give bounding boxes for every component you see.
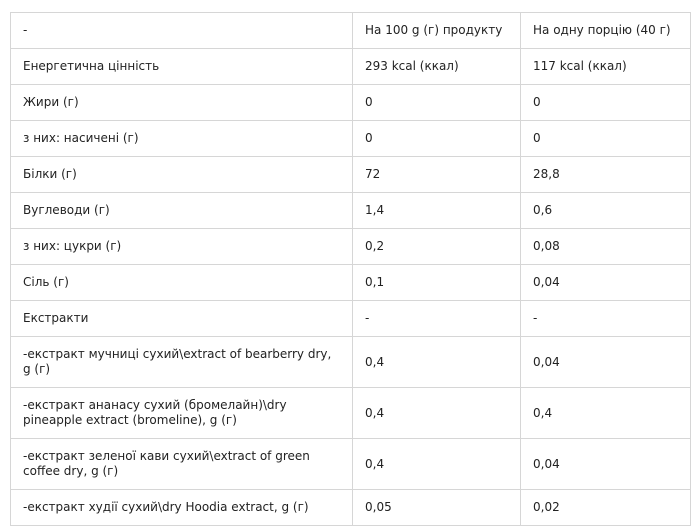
cell: 0 xyxy=(352,120,521,157)
cell: На одну порцію (40 г) xyxy=(520,12,691,49)
cell: 72 xyxy=(352,156,521,193)
cell: -екстракт зеленої кави сухий\extract of … xyxy=(10,438,353,490)
cell: 0,4 xyxy=(352,336,521,388)
cell: Енергетична цінність xyxy=(10,48,353,85)
row: Сіль (г) 0,1 0,04 xyxy=(10,264,691,301)
row: -екстракт зеленої кави сухий\extract of … xyxy=(10,438,691,490)
row: з них: цукри (г) 0,2 0,08 xyxy=(10,228,691,265)
cell: з них: насичені (г) xyxy=(10,120,353,157)
cell: На 100 g (г) продукту xyxy=(352,12,521,49)
cell: 0,04 xyxy=(520,336,691,388)
nutrition-table: - На 100 g (г) продукту На одну порцію (40… xyxy=(10,12,691,526)
cell: 0,6 xyxy=(520,192,691,229)
header-row: - На 100 g (г) продукту На одну порцію (40… xyxy=(10,12,691,49)
cell: 0,2 xyxy=(352,228,521,265)
cell: 1,4 xyxy=(352,192,521,229)
cell: Сіль (г) xyxy=(10,264,353,301)
cell: 0 xyxy=(520,120,691,157)
cell: -екстракт мучниці сухий\extract of bearb… xyxy=(10,336,353,388)
cell: - xyxy=(352,300,521,337)
page: - На 100 g (г) продукту На одну порцію (40… xyxy=(10,12,691,526)
row: Екстракти - - xyxy=(10,300,691,337)
cell: - xyxy=(520,300,691,337)
cell: 0,4 xyxy=(352,387,521,439)
cell: -екстракт ананасу сухий (бромелайн)\dry … xyxy=(10,387,353,439)
cell: Жири (г) xyxy=(10,84,353,121)
cell: 0,4 xyxy=(520,387,691,439)
row: Вуглеводи (г) 1,4 0,6 xyxy=(10,192,691,229)
cell: 28,8 xyxy=(520,156,691,193)
row: Енергетична цінність 293 kcal (ккал) 117 k… xyxy=(10,48,691,85)
cell: 0,04 xyxy=(520,264,691,301)
cell: 117 kcal (ккал) xyxy=(520,48,691,85)
row: -екстракт ананасу сухий (бромелайн)\dry … xyxy=(10,387,691,439)
cell: - xyxy=(10,12,353,49)
cell: 0,1 xyxy=(352,264,521,301)
cell: 0 xyxy=(352,84,521,121)
row: з них: насичені (г) 0 0 xyxy=(10,120,691,157)
cell: 0 xyxy=(520,84,691,121)
cell: Вуглеводи (г) xyxy=(10,192,353,229)
cell: 0,08 xyxy=(520,228,691,265)
cell: 293 kcal (ккал) xyxy=(352,48,521,85)
row: Білки (г) 72 28,8 xyxy=(10,156,691,193)
cell: 0,4 xyxy=(352,438,521,490)
cell: Білки (г) xyxy=(10,156,353,193)
row: -екстракт мучниці сухий\extract of bearb… xyxy=(10,336,691,388)
cell: з них: цукри (г) xyxy=(10,228,353,265)
cell: Екстракти xyxy=(10,300,353,337)
cell: 0,04 xyxy=(520,438,691,490)
row: Жири (г) 0 0 xyxy=(10,84,691,121)
